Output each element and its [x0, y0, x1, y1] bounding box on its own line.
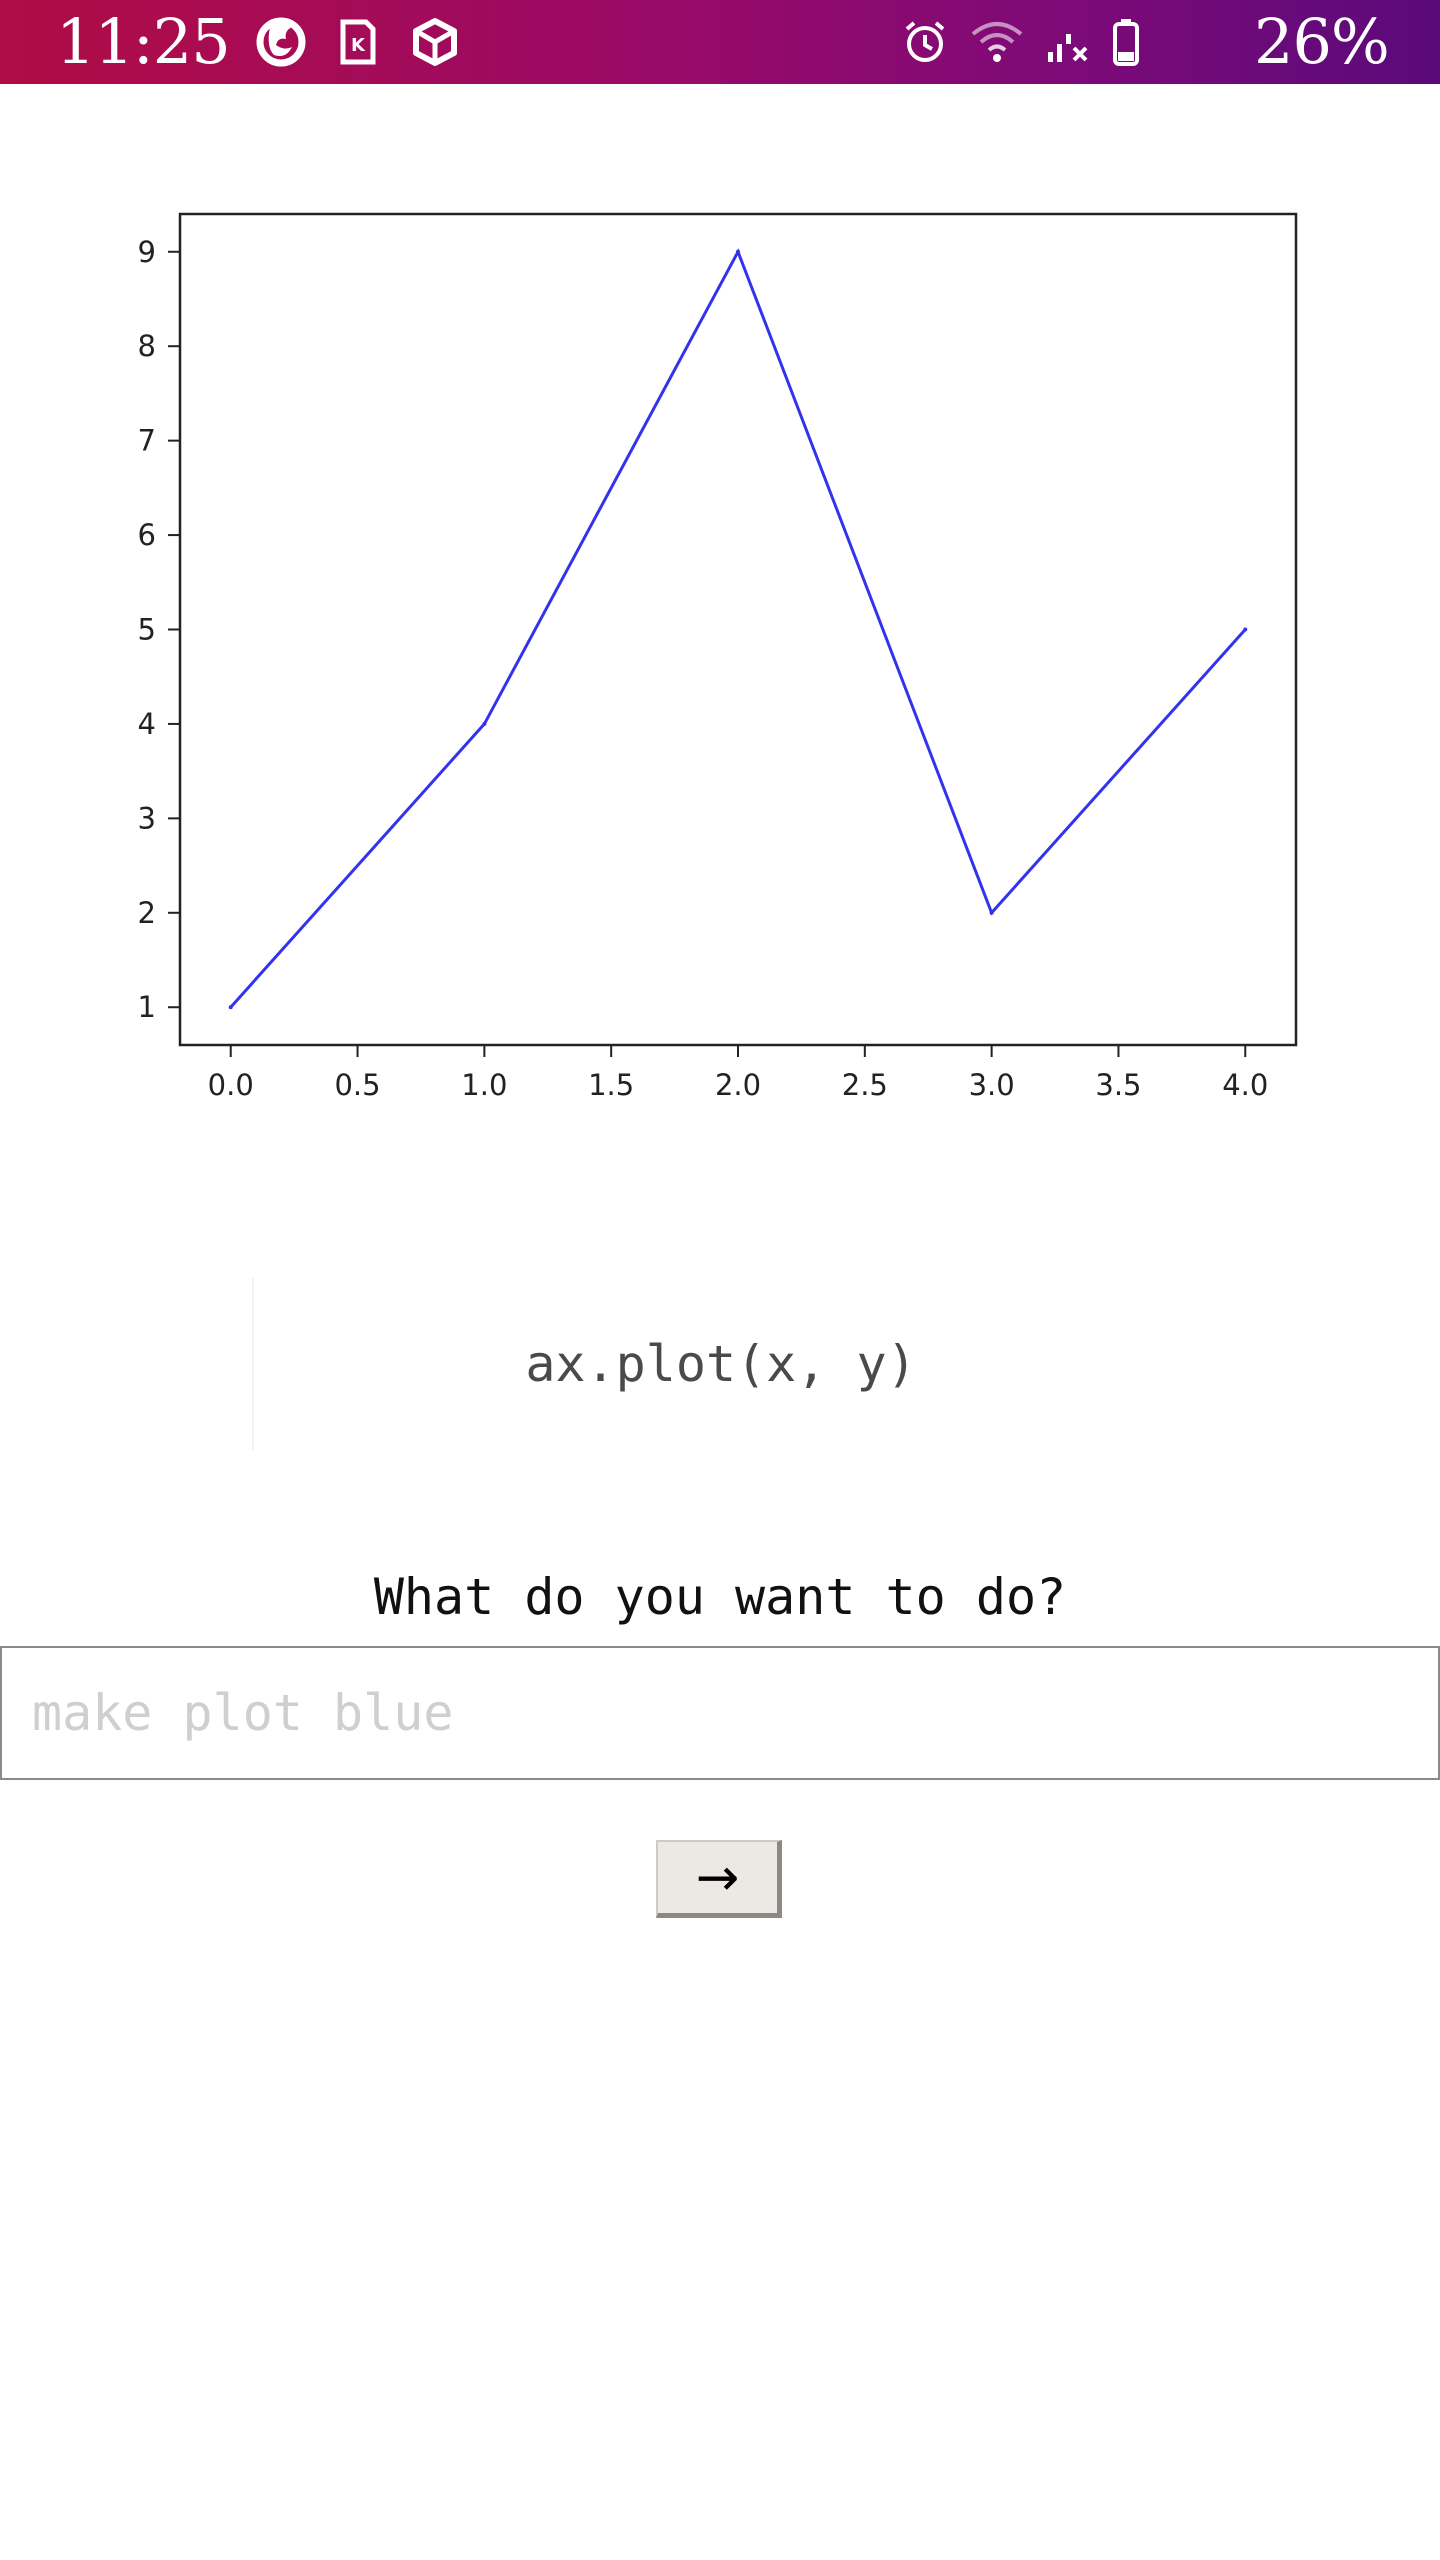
x-tick-label: 2.0	[715, 1068, 761, 1102]
battery-icon	[1113, 19, 1139, 66]
y-tick-label: 6	[138, 518, 156, 552]
data-point	[228, 1005, 233, 1010]
status-left-icons: K	[256, 14, 460, 70]
firefox-icon	[256, 17, 306, 67]
cube-app-icon	[413, 18, 457, 66]
svg-text:K: K	[351, 35, 366, 56]
wifi-icon	[971, 22, 1023, 62]
status-time: 11:25	[56, 5, 231, 78]
status-bar: 11:25 K	[0, 0, 1440, 84]
x-tick-label: 0.0	[208, 1068, 254, 1102]
status-right-icons	[902, 14, 1140, 70]
signal-no-service-icon	[1048, 34, 1088, 62]
y-tick-label: 1	[138, 990, 156, 1024]
arrow-right-icon: →	[695, 1847, 740, 1908]
y-tick-label: 8	[138, 329, 156, 363]
x-tick-label: 2.5	[842, 1068, 888, 1102]
code-text: ax.plot(x, y)	[525, 1335, 917, 1393]
battery-percentage: 26%	[1254, 5, 1390, 78]
alarm-icon	[905, 21, 945, 62]
plot-area-frame	[178, 212, 1298, 1047]
submit-button[interactable]: →	[656, 1840, 782, 1918]
x-tick-label: 3.5	[1095, 1068, 1141, 1102]
data-point	[989, 910, 994, 915]
y-tick-label: 4	[138, 707, 156, 741]
x-tick-label: 1.0	[461, 1068, 507, 1102]
data-point	[1243, 627, 1248, 632]
y-tick-label: 2	[138, 896, 156, 930]
line-chart: 0.0 0.5 1.0 1.5 2.0 2.5 3.0 3.5 4.0 1 2 3 4 5 6 7 8 9	[138, 212, 1298, 1102]
x-tick-label: 3.0	[969, 1068, 1015, 1102]
x-tick-label: 1.5	[588, 1068, 634, 1102]
y-tick-label: 9	[138, 235, 156, 269]
y-tick-label: 3	[138, 801, 156, 835]
prompt-label: What do you want to do?	[373, 1568, 1067, 1626]
y-tick-label: 7	[138, 424, 156, 458]
data-point	[736, 249, 740, 254]
sim-card-icon: K	[340, 19, 376, 65]
data-point	[482, 721, 487, 726]
code-output-box: ax.plot(x, y)	[252, 1278, 1188, 1450]
x-tick-label: 4.0	[1222, 1068, 1268, 1102]
y-tick-label: 5	[138, 613, 156, 647]
x-tick-label: 0.5	[334, 1068, 380, 1102]
prompt-input[interactable]	[0, 1646, 1440, 1780]
